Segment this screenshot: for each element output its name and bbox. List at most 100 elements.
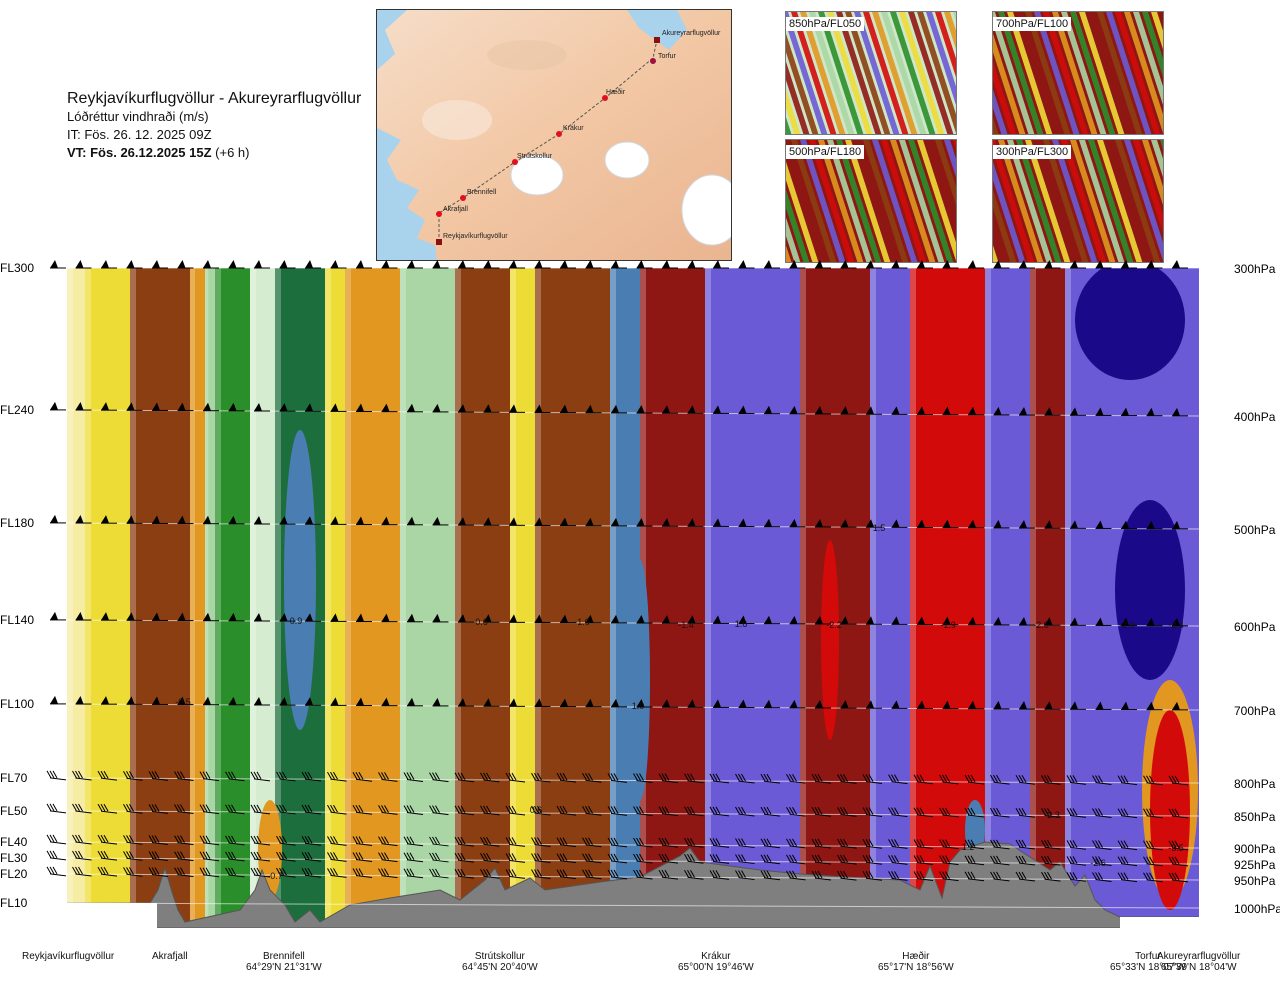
wind-barb (1117, 872, 1138, 883)
wind-barb (509, 517, 525, 526)
wind-barb (505, 805, 526, 816)
wind-barb (1121, 260, 1137, 269)
station-name: Strútskollur (474, 951, 525, 962)
wind-barb (1117, 856, 1138, 867)
wind-barb (148, 867, 169, 877)
wind-barb (789, 615, 806, 625)
wind-barb (738, 518, 755, 528)
valid-time: VT: Fös. 26.12.2025 15Z (+6 h) (67, 144, 361, 162)
mini-map-label: 500hPa/FL180 (786, 145, 865, 159)
wind-barb (1019, 701, 1035, 710)
contour-value-label: -0.6 (472, 617, 488, 627)
wind-barb (713, 405, 729, 414)
wind-barb (101, 696, 117, 705)
flight-level-label: FL20 (0, 867, 28, 881)
wind-barb (356, 697, 372, 707)
wind-barb (330, 516, 347, 525)
wind-barb (684, 806, 704, 817)
wind-barb (738, 405, 755, 415)
mini-map-500[interactable]: 500hPa/FL180 (785, 139, 957, 263)
contour-band-edge (250, 268, 256, 928)
wind-barb (199, 835, 220, 846)
wind-barb (305, 697, 321, 706)
wind-barb (1015, 807, 1036, 818)
mini-map-700[interactable]: 700hPa/FL100 (992, 11, 1164, 135)
wind-barb (1121, 617, 1137, 627)
wind-barb (1066, 872, 1087, 882)
wind-barb (378, 772, 398, 782)
wind-barb (1172, 520, 1188, 530)
wind-barb (228, 515, 245, 525)
wind-barb (509, 698, 525, 707)
wind-barb (327, 852, 347, 862)
wind-barb (1117, 840, 1138, 851)
wind-barb (611, 614, 627, 624)
contour-band (705, 268, 800, 928)
wind-barb (534, 614, 551, 623)
wind-barb (942, 519, 959, 529)
pressure-level-label: 700hPa (1234, 704, 1276, 718)
wind-barb (1092, 775, 1112, 786)
wind-barb (990, 774, 1010, 785)
wind-barb (429, 868, 449, 879)
wind-barb (687, 518, 704, 527)
wind-barb (1044, 701, 1061, 710)
wind-barb (152, 260, 168, 269)
wind-barb (636, 518, 653, 527)
wind-barb (582, 869, 602, 880)
wind-barb (709, 806, 730, 817)
wind-barb (862, 807, 883, 818)
wind-barb (225, 867, 245, 878)
pressure-level-label: 1000hPa (1234, 902, 1280, 916)
wind-barb (760, 806, 781, 817)
wind-barb (381, 516, 398, 526)
contour-value-label: 1.0 (632, 701, 645, 711)
wind-barb (866, 616, 882, 625)
wind-barb (46, 834, 67, 845)
mini-map-label: 300hPa/FL300 (993, 145, 1072, 159)
wind-barb (1044, 617, 1061, 626)
wind-barb (531, 805, 551, 816)
map-label-akureyri: Akureyrarflugvöllur (662, 30, 721, 37)
contour-band-edge (345, 268, 351, 928)
pressure-level-label: 500hPa (1234, 523, 1276, 537)
wind-barb (1015, 774, 1036, 785)
wind-barb (556, 869, 577, 880)
wind-barb (738, 260, 755, 269)
contour-band-edge (325, 268, 331, 928)
wind-barb (483, 517, 500, 526)
wind-barb (407, 613, 423, 623)
wind-barb (301, 836, 322, 846)
wind-barb (684, 838, 704, 848)
wind-barb (687, 260, 704, 269)
wind-barb (713, 518, 729, 527)
wind-barb (458, 698, 474, 707)
wind-barb (888, 871, 908, 881)
wind-barb (556, 837, 577, 848)
mini-map-300[interactable]: 300hPa/FL300 (992, 139, 1164, 263)
wind-barb (1070, 520, 1086, 529)
wind-barb (203, 696, 219, 706)
wind-barb (1070, 701, 1086, 710)
wind-barb (611, 698, 627, 708)
wind-barb (658, 869, 679, 880)
wind-barb (407, 260, 423, 269)
wind-barb (381, 613, 398, 623)
wind-barb (279, 613, 296, 622)
route-map: Akureyrarflugvöllur Torfur Hæðir Krákur … (376, 9, 732, 261)
wind-barb (1019, 617, 1035, 626)
wind-barb (633, 806, 653, 817)
wind-barb (1121, 520, 1137, 530)
wind-barb (556, 805, 577, 816)
wind-barb (250, 804, 271, 815)
wind-barb (356, 613, 372, 623)
mini-map-850[interactable]: 850hPa/FL050 (785, 11, 957, 135)
wind-barb (148, 771, 169, 781)
wind-barb (1146, 260, 1163, 269)
wind-barb (327, 836, 347, 846)
wind-barb (50, 260, 66, 269)
wind-barb (123, 771, 143, 781)
wind-barb (1143, 872, 1163, 883)
wind-barb (888, 839, 908, 849)
wind-barb (50, 514, 66, 524)
